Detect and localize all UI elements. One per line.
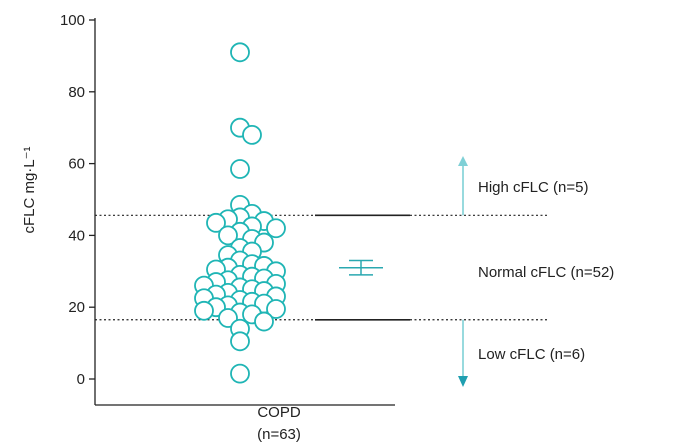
mean-error-bar	[339, 259, 383, 276]
y-tick-label: 60	[68, 156, 85, 173]
data-point	[206, 212, 226, 233]
data-point	[230, 331, 250, 352]
annotation-low: Low cFLC (n=6)	[478, 346, 585, 363]
data-point	[242, 124, 262, 145]
data-point	[230, 159, 250, 179]
y-axis-label: cFLC mg·L⁻¹	[21, 146, 38, 233]
data-point	[230, 363, 250, 384]
data-point	[230, 42, 250, 63]
data-point	[194, 300, 214, 321]
low-arrow-head	[458, 376, 468, 387]
annotation-high: High cFLC (n=5)	[478, 179, 588, 196]
data-point	[266, 299, 286, 319]
y-tick-label: 80	[68, 84, 85, 101]
y-tick-label: 40	[68, 227, 85, 244]
x-category-sublabel: (n=63)	[257, 426, 301, 443]
data-point	[266, 218, 286, 239]
data-point	[218, 225, 238, 246]
annotation-normal: Normal cFLC (n=52)	[478, 264, 614, 281]
data-point	[254, 311, 274, 332]
x-category-label: COPD	[257, 404, 301, 421]
y-tick-label: 0	[77, 371, 85, 388]
axes: 0 20 40 60 80 100	[60, 12, 395, 406]
range-arrows	[458, 156, 468, 387]
y-tick-label: 20	[68, 299, 85, 316]
high-arrow-head	[458, 156, 468, 166]
y-tick-label: 100	[60, 12, 85, 29]
data-points	[194, 42, 286, 384]
